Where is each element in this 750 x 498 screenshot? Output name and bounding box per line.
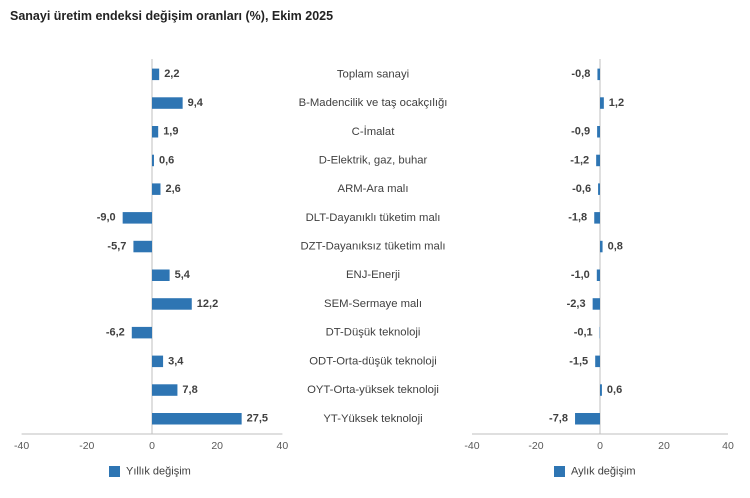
svg-text:-20: -20 bbox=[79, 440, 94, 452]
svg-text:-0,8: -0,8 bbox=[571, 68, 590, 80]
svg-text:Aylık değişim: Aylık değişim bbox=[571, 465, 636, 477]
svg-text:12,2: 12,2 bbox=[197, 298, 218, 310]
svg-text:OYT-Orta-yüksek teknoloji: OYT-Orta-yüksek teknoloji bbox=[307, 384, 439, 396]
svg-text:1,9: 1,9 bbox=[163, 126, 178, 138]
svg-text:0,6: 0,6 bbox=[607, 384, 622, 396]
svg-text:D-Elektrik, gaz, buhar: D-Elektrik, gaz, buhar bbox=[319, 154, 428, 166]
svg-text:0: 0 bbox=[149, 440, 155, 452]
svg-text:7,8: 7,8 bbox=[182, 384, 197, 396]
svg-text:-1,2: -1,2 bbox=[570, 154, 589, 166]
svg-text:-5,7: -5,7 bbox=[107, 240, 126, 252]
svg-text:-0,1: -0,1 bbox=[574, 327, 593, 339]
svg-text:ODT-Orta-düşük teknoloji: ODT-Orta-düşük teknoloji bbox=[309, 355, 436, 367]
svg-text:-40: -40 bbox=[14, 440, 29, 452]
svg-text:Yıllık değişim: Yıllık değişim bbox=[126, 465, 191, 477]
svg-text:1,2: 1,2 bbox=[609, 97, 624, 109]
svg-text:5,4: 5,4 bbox=[175, 269, 191, 281]
svg-text:27,5: 27,5 bbox=[247, 413, 268, 425]
svg-text:2,2: 2,2 bbox=[164, 68, 179, 80]
svg-text:3,4: 3,4 bbox=[168, 355, 184, 367]
svg-text:-20: -20 bbox=[528, 440, 543, 452]
svg-text:B-Madencilik ve taş ocakçılığı: B-Madencilik ve taş ocakçılığı bbox=[299, 97, 448, 109]
svg-text:DZT-Dayanıksız tüketim malı: DZT-Dayanıksız tüketim malı bbox=[300, 240, 445, 252]
svg-text:20: 20 bbox=[211, 440, 223, 452]
svg-text:ENJ-Enerji: ENJ-Enerji bbox=[346, 269, 400, 281]
svg-text:DT-Düşük teknoloji: DT-Düşük teknoloji bbox=[326, 327, 421, 339]
svg-text:-0,9: -0,9 bbox=[571, 126, 590, 138]
svg-text:9,4: 9,4 bbox=[188, 97, 204, 109]
svg-text:0,8: 0,8 bbox=[608, 240, 623, 252]
svg-text:40: 40 bbox=[722, 440, 734, 452]
svg-text:Toplam sanayi: Toplam sanayi bbox=[337, 68, 409, 80]
svg-text:0,6: 0,6 bbox=[159, 154, 174, 166]
svg-text:40: 40 bbox=[277, 440, 289, 452]
svg-text:2,6: 2,6 bbox=[166, 183, 181, 195]
svg-text:YT-Yüksek teknoloji: YT-Yüksek teknoloji bbox=[323, 413, 422, 425]
svg-text:-1,5: -1,5 bbox=[569, 355, 588, 367]
svg-text:-40: -40 bbox=[464, 440, 479, 452]
svg-text:ARM-Ara malı: ARM-Ara malı bbox=[338, 183, 409, 195]
svg-text:-1,8: -1,8 bbox=[568, 212, 587, 224]
svg-text:-1,0: -1,0 bbox=[571, 269, 590, 281]
svg-text:-0,6: -0,6 bbox=[572, 183, 591, 195]
svg-text:20: 20 bbox=[658, 440, 670, 452]
svg-text:0: 0 bbox=[597, 440, 603, 452]
svg-text:-2,3: -2,3 bbox=[567, 298, 586, 310]
svg-text:-6,2: -6,2 bbox=[106, 327, 125, 339]
svg-text:SEM-Sermaye malı: SEM-Sermaye malı bbox=[324, 298, 422, 310]
svg-text:-9,0: -9,0 bbox=[97, 212, 116, 224]
svg-text:DLT-Dayanıklı tüketim malı: DLT-Dayanıklı tüketim malı bbox=[306, 212, 441, 224]
svg-text:-7,8: -7,8 bbox=[549, 413, 568, 425]
svg-text:C-İmalat: C-İmalat bbox=[352, 125, 396, 138]
